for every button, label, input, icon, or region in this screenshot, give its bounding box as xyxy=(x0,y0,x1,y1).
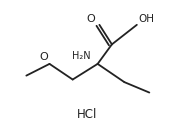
Text: O: O xyxy=(39,52,48,62)
Text: H₂N: H₂N xyxy=(72,51,90,61)
Text: OH: OH xyxy=(139,14,155,24)
Text: O: O xyxy=(86,14,95,24)
Text: HCl: HCl xyxy=(77,108,97,121)
